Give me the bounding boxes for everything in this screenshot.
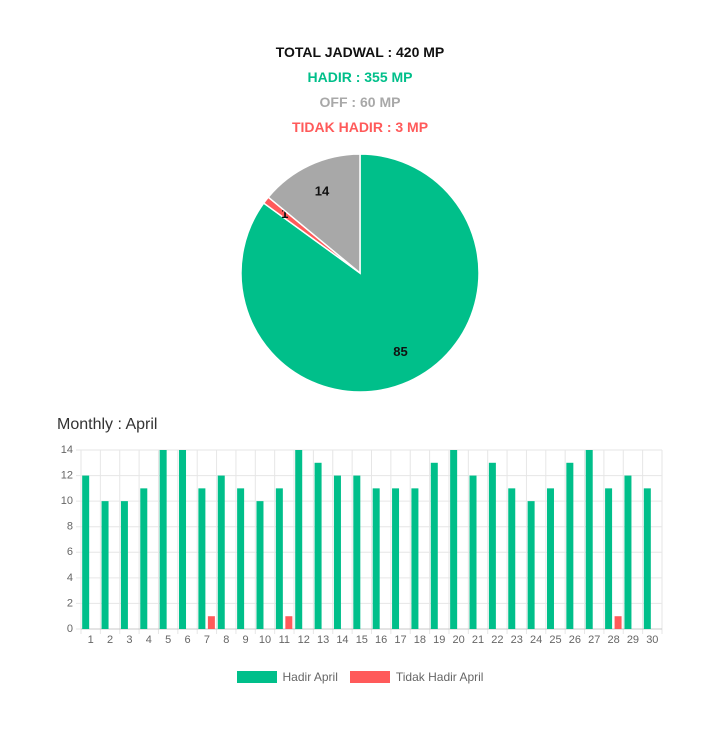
x-tick-label: 29 bbox=[627, 634, 639, 646]
bar-hadir-3[interactable] bbox=[120, 501, 128, 629]
bar-hadir-30[interactable] bbox=[643, 488, 651, 629]
y-tick-label: 12 bbox=[61, 469, 73, 481]
bar-chart-legend: Hadir April Tidak Hadir April bbox=[0, 670, 720, 684]
x-tick-label: 26 bbox=[569, 634, 581, 646]
absent-label: TIDAK HADIR : 3 MP bbox=[291, 119, 429, 135]
bar-hadir-28[interactable] bbox=[605, 488, 613, 629]
pie-slice-label-2: 14 bbox=[315, 184, 330, 199]
bar-hadir-17[interactable] bbox=[392, 488, 400, 629]
bar-hadir-8[interactable] bbox=[217, 475, 225, 629]
y-tick-label: 2 bbox=[67, 597, 73, 609]
bar-hadir-11[interactable] bbox=[275, 488, 283, 629]
pie-slice-label-1: 1 bbox=[281, 206, 288, 221]
bar-tidak-hadir-28[interactable] bbox=[614, 616, 622, 629]
y-tick-label: 4 bbox=[67, 572, 73, 584]
bar-hadir-7[interactable] bbox=[198, 488, 206, 629]
bar-hadir-9[interactable] bbox=[237, 488, 245, 629]
bar-hadir-22[interactable] bbox=[488, 462, 496, 629]
legend-item-tidak-hadir[interactable]: Tidak Hadir April bbox=[349, 670, 484, 684]
x-tick-label: 5 bbox=[165, 634, 171, 646]
x-tick-label: 19 bbox=[433, 634, 445, 646]
x-tick-label: 18 bbox=[414, 634, 426, 646]
x-tick-label: 6 bbox=[184, 634, 190, 646]
bar-hadir-20[interactable] bbox=[450, 450, 458, 629]
x-tick-label: 16 bbox=[375, 634, 387, 646]
bar-hadir-19[interactable] bbox=[430, 462, 438, 629]
off-label: OFF : 60 MP bbox=[319, 94, 401, 110]
bar-hadir-18[interactable] bbox=[411, 488, 419, 629]
bar-hadir-27[interactable] bbox=[585, 450, 593, 629]
x-tick-label: 8 bbox=[223, 634, 229, 646]
x-tick-label: 22 bbox=[491, 634, 503, 646]
x-tick-label: 25 bbox=[549, 634, 561, 646]
pie-slice-label-0: 85 bbox=[393, 344, 407, 359]
x-tick-label: 11 bbox=[279, 634, 290, 646]
bar-hadir-5[interactable] bbox=[159, 450, 167, 629]
x-tick-label: 23 bbox=[511, 634, 523, 646]
bar-hadir-15[interactable] bbox=[353, 475, 361, 629]
x-tick-label: 21 bbox=[472, 634, 484, 646]
y-tick-label: 0 bbox=[67, 623, 73, 635]
bar-hadir-4[interactable] bbox=[140, 488, 148, 629]
x-tick-label: 10 bbox=[259, 634, 271, 646]
y-tick-label: 8 bbox=[67, 521, 73, 533]
monthly-chart-title: Monthly : April bbox=[57, 416, 158, 433]
x-tick-label: 28 bbox=[607, 634, 619, 646]
x-tick-label: 14 bbox=[336, 634, 348, 646]
bar-hadir-12[interactable] bbox=[295, 450, 303, 629]
x-tick-label: 7 bbox=[204, 634, 210, 646]
x-tick-label: 20 bbox=[453, 634, 465, 646]
bar-hadir-16[interactable] bbox=[372, 488, 380, 629]
x-tick-label: 15 bbox=[356, 634, 368, 646]
y-tick-label: 10 bbox=[61, 495, 73, 507]
x-tick-label: 4 bbox=[146, 634, 152, 646]
x-tick-label: 9 bbox=[243, 634, 249, 646]
attendance-summary: TOTAL JADWAL : 420 MP HADIR : 355 MP OFF… bbox=[0, 40, 720, 140]
x-tick-label: 17 bbox=[394, 634, 406, 646]
legend-label-tidak-hadir: Tidak Hadir April bbox=[395, 670, 484, 684]
x-tick-label: 3 bbox=[126, 634, 132, 646]
bar-hadir-2[interactable] bbox=[101, 501, 109, 629]
bar-hadir-10[interactable] bbox=[256, 501, 264, 629]
attendance-pie-chart: 85 1 14 bbox=[240, 153, 480, 393]
legend-swatch-hadir bbox=[236, 671, 277, 683]
bar-tidak-hadir-7[interactable] bbox=[207, 616, 215, 629]
legend-label-hadir: Hadir April bbox=[282, 670, 338, 684]
bar-hadir-21[interactable] bbox=[469, 475, 477, 629]
x-tick-label: 2 bbox=[107, 634, 113, 646]
bar-hadir-25[interactable] bbox=[546, 488, 554, 629]
bar-hadir-23[interactable] bbox=[508, 488, 516, 629]
bar-hadir-26[interactable] bbox=[566, 462, 574, 629]
bar-hadir-24[interactable] bbox=[527, 501, 535, 629]
x-tick-label: 12 bbox=[298, 634, 310, 646]
bar-hadir-1[interactable] bbox=[82, 475, 90, 629]
y-tick-label: 14 bbox=[61, 444, 73, 456]
x-tick-label: 27 bbox=[588, 634, 600, 646]
bar-tidak-hadir-11[interactable] bbox=[285, 616, 293, 629]
present-label: HADIR : 355 MP bbox=[307, 69, 413, 85]
bar-hadir-29[interactable] bbox=[624, 475, 632, 629]
legend-item-hadir[interactable]: Hadir April bbox=[236, 670, 338, 684]
pie-slice-2[interactable] bbox=[267, 153, 361, 275]
total-schedule-label: TOTAL JADWAL : 420 MP bbox=[275, 44, 445, 60]
x-tick-label: 13 bbox=[317, 634, 329, 646]
x-tick-label: 24 bbox=[530, 634, 542, 646]
x-tick-label: 30 bbox=[646, 634, 658, 646]
legend-swatch-tidak-hadir bbox=[349, 671, 390, 683]
bar-hadir-14[interactable] bbox=[333, 475, 341, 629]
x-tick-label: 1 bbox=[88, 634, 94, 646]
bar-hadir-6[interactable] bbox=[179, 450, 187, 629]
bar-hadir-13[interactable] bbox=[314, 462, 322, 629]
y-tick-label: 6 bbox=[67, 546, 73, 558]
